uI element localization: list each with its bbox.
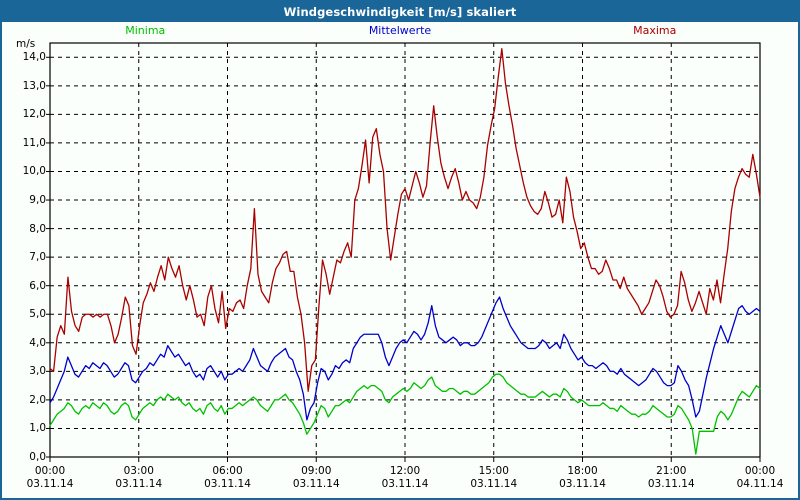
x-tick-date: 03.11.14: [204, 478, 251, 490]
y-axis-tick-labels: 0,0 1,0 2,0 3,0 4,0 5,0 6,0 7,0 8,0 9,0 10,0 11,0 12…: [2, 2, 46, 498]
y-tick-label: 10,0: [22, 165, 46, 178]
x-tick-date: 03.11.14: [26, 478, 74, 490]
legend-item-minima: Minima: [125, 24, 166, 37]
series-line-maxima: [49, 48, 761, 392]
x-tick-time: 12:00: [389, 465, 421, 477]
x-tick-label: 03:00 03.11.14: [115, 465, 162, 491]
series-line-mittelwerte: [49, 296, 761, 421]
series-line-minima: [49, 373, 761, 455]
window-title-bar: Windgeschwindigkeit [m/s] skaliert: [2, 2, 798, 22]
x-tick-date: 03.11.14: [292, 478, 340, 490]
y-tick-label: 2,0: [29, 393, 46, 406]
y-tick-label: 1,0: [29, 422, 46, 435]
x-tick-time: 00:00: [744, 465, 776, 477]
x-tick-label: 18:00 03.11.14: [559, 465, 606, 491]
y-tick-label: 7,0: [29, 251, 46, 264]
y-tick-label: 14,0: [22, 51, 46, 64]
x-tick-label: 15:00 03.11.14: [470, 465, 517, 491]
y-axis-unit-label: m/s: [16, 38, 36, 50]
x-tick-date: 03.11.14: [115, 478, 163, 490]
x-tick-label: 00:00 04.11.14: [737, 465, 784, 491]
x-tick-date: 03.11.14: [559, 478, 606, 490]
x-tick-time: 21:00: [656, 465, 687, 477]
x-tick-date: 04.11.14: [736, 478, 784, 490]
chart-legend: Minima Mittelwerte Maxima: [2, 24, 798, 40]
page-title: Windgeschwindigkeit [m/s] skaliert: [283, 5, 517, 19]
x-tick-time: 09:00: [301, 465, 332, 477]
x-tick-time: 03:00: [123, 465, 154, 477]
y-tick-label: 5,0: [29, 308, 46, 321]
x-tick-label: 21:00 03.11.14: [648, 465, 695, 491]
x-tick-time: 00:00: [34, 465, 66, 477]
y-tick-label: 3,0: [29, 365, 46, 378]
x-tick-label: 12:00 03.11.14: [382, 465, 429, 491]
x-tick-time: 06:00: [212, 465, 243, 477]
legend-item-mittelwerte: Mittelwerte: [368, 24, 432, 37]
y-tick-label: 8,0: [29, 222, 46, 235]
y-tick-label: 9,0: [29, 194, 46, 207]
x-tick-label: 06:00 03.11.14: [204, 465, 251, 491]
y-tick-label: 12,0: [22, 108, 46, 121]
legend-item-maxima: Maxima: [633, 24, 677, 37]
x-tick-label: 00:00 03.11.14: [27, 465, 74, 491]
y-tick-label: 11,0: [22, 136, 46, 149]
x-tick-date: 03.11.14: [647, 478, 695, 490]
x-tick-date: 03.11.14: [470, 478, 518, 490]
x-tick-time: 15:00: [478, 465, 509, 477]
y-tick-label: 13,0: [22, 79, 46, 92]
y-tick-label: 0,0: [29, 451, 46, 463]
y-tick-label: 4,0: [29, 336, 46, 349]
plot-background: [50, 43, 760, 457]
y-tick-label: 6,0: [29, 279, 46, 292]
x-tick-label: 09:00 03.11.14: [293, 465, 340, 491]
x-tick-date: 03.11.14: [381, 478, 429, 490]
x-tick-time: 18:00: [567, 465, 598, 477]
